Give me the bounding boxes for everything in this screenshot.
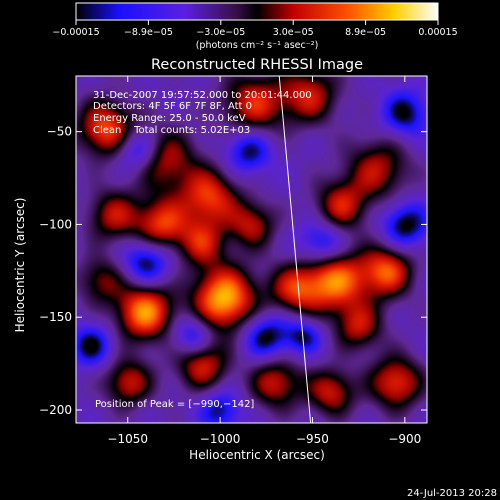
plot-frame <box>75 75 428 424</box>
annotation-counts: Clean Total counts: 5.02E+03 <box>93 125 250 136</box>
image-raster-holder <box>76 76 427 423</box>
colorbar-tick-label: −8.9e−05 <box>124 27 173 38</box>
colorbar-tick-label: −0.00015 <box>52 27 99 38</box>
x-axis-label: Heliocentric X (arcsec) <box>189 448 325 462</box>
x-tick-label: −950 <box>296 432 329 446</box>
colorbar <box>75 2 439 21</box>
colorbar-tick-label: 0.00015 <box>418 27 457 38</box>
heatmap-image <box>76 76 427 423</box>
y-tick-label: −150 <box>39 310 72 324</box>
plot-area <box>75 75 428 424</box>
colorbar-tick-label: −3.0e−05 <box>196 27 245 38</box>
colorbar-tick-label: 8.9e−05 <box>345 27 386 38</box>
annotation-time: 31-Dec-2007 19:57:52.000 to 20:01:44.000 <box>93 90 312 101</box>
peak-position-label: Position of Peak = [−990,−142] <box>95 399 254 410</box>
y-tick-label: −200 <box>39 403 72 417</box>
colorbar-ticks: −0.00015 −8.9e−05 −3.0e−05 3.0e−05 8.9e−05 0.… <box>52 20 458 38</box>
annotation-detectors: Detectors: 4F 5F 6F 7F 8F, Att 0 <box>93 101 252 112</box>
x-tick-label: −900 <box>388 432 421 446</box>
solar-limb-line <box>278 75 312 424</box>
y-tick-label: −100 <box>39 217 72 231</box>
chart-title: Reconstructed RHESSI Image <box>151 57 363 73</box>
footer-timestamp: 24-Jul-2013 20:28 <box>407 488 497 499</box>
x-tick-label: −1000 <box>200 432 241 446</box>
colorbar-unit-label: (photons cm⁻² s⁻¹ asec⁻²) <box>196 40 319 51</box>
x-tick-label: −1050 <box>107 432 148 446</box>
x-axis-ticks: −1050 −1000 −950 −900 <box>107 76 421 446</box>
annotation-energy: Energy Range: 25.0 - 50.0 keV <box>93 113 246 124</box>
y-axis-label: Heliocentric Y (arcsec) <box>13 198 27 333</box>
y-tick-label: −50 <box>47 125 72 139</box>
annotation-block: 31-Dec-2007 19:57:52.000 to 20:01:44.000… <box>93 90 312 136</box>
y-axis-ticks: −50 −100 −150 −200 <box>39 125 427 417</box>
colorbar-tick-label: 3.0e−05 <box>273 27 314 38</box>
